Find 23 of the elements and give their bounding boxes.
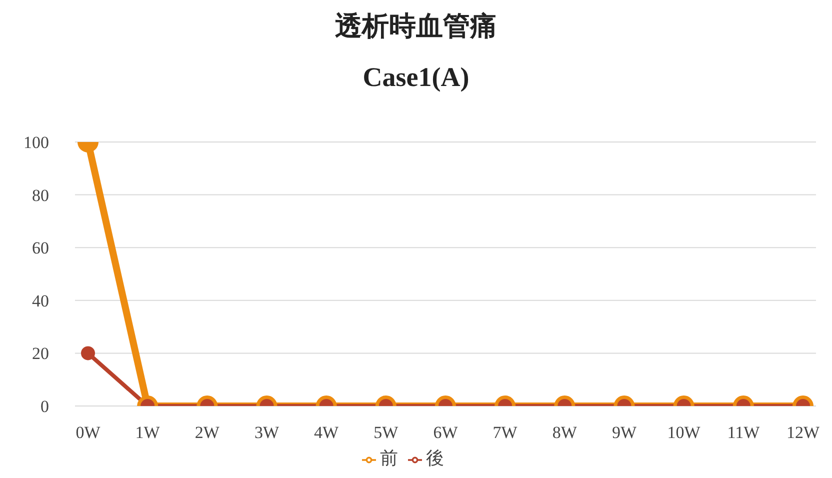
y-tick-label: 80 [32, 186, 49, 205]
y-tick-label: 100 [24, 133, 49, 152]
x-tick-label: 3W [254, 423, 280, 442]
y-tick-label: 60 [32, 238, 49, 258]
x-tick-label: 11W [727, 423, 761, 442]
x-tick-label: 2W [194, 423, 220, 442]
x-tick-label: 6W [433, 423, 459, 442]
legend-label: 後 [426, 448, 444, 468]
chart-subtitle: Case1(A) [362, 62, 470, 93]
chart-title: 透析時血管痛 [334, 10, 498, 43]
x-tick-label: 9W [612, 423, 638, 442]
x-tick-label: 4W [314, 423, 340, 442]
x-tick-label: 1W [135, 423, 161, 442]
x-tick-label: 8W [552, 423, 578, 442]
x-tick-label: 10W [667, 423, 702, 442]
x-tick-label: 5W [374, 423, 400, 442]
x-tick-label: 12W [786, 423, 820, 442]
legend-label: 前 [380, 448, 398, 468]
y-tick-label: 0 [40, 397, 49, 416]
x-tick-label: 0W [76, 423, 102, 442]
x-tick-label: 7W [492, 423, 518, 442]
y-tick-label: 40 [32, 291, 49, 310]
y-tick-label: 20 [32, 344, 49, 364]
